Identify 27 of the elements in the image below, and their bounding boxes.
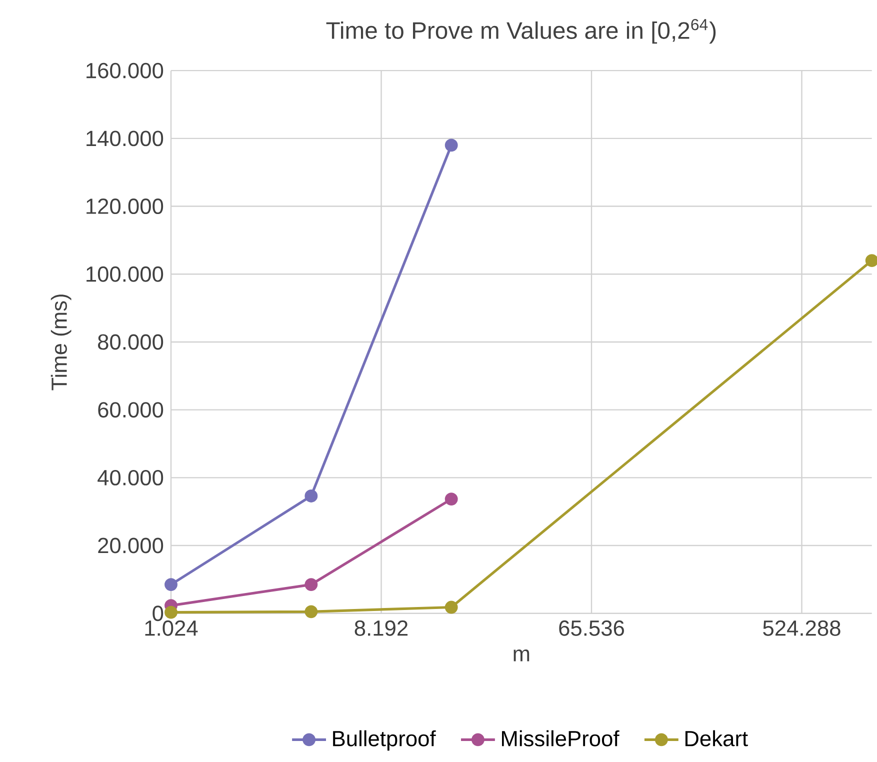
y-tick-label: 160.000 [86, 62, 164, 78]
x-tick-label: 8.192 [354, 620, 408, 636]
x-axis-title: m [514, 649, 530, 662]
legend-label: Dekart [685, 730, 748, 746]
y-tick-label: 80.000 [98, 334, 164, 350]
x-tick-label: 524.288 [763, 620, 840, 636]
y-tick-label: 140.000 [86, 130, 164, 146]
y-tick-label: 0 [152, 605, 164, 621]
point [164, 578, 178, 591]
point [304, 578, 318, 591]
y-tick-label: 120.000 [86, 198, 164, 214]
point [164, 606, 178, 619]
y-tick-label: 100.000 [86, 266, 164, 282]
point [444, 492, 458, 506]
point [444, 600, 458, 614]
y-tick-label: 20.000 [98, 538, 164, 554]
x-tick-label: 1.024 [145, 620, 198, 636]
point [304, 489, 318, 502]
y-tick-label: 60.000 [98, 402, 164, 418]
legend-label: Bulletproof [333, 730, 436, 750]
chart-title: Time to Prove m Values are in [0,2$^{64}$) [326, 18, 716, 44]
point [444, 138, 458, 152]
y-axis-title: Time (ms) [50, 294, 72, 390]
y-tick-label: 40.000 [98, 470, 164, 486]
legend-label: MissileProof [502, 730, 620, 746]
point [304, 604, 318, 618]
x-tick-label: 65.536 [559, 620, 624, 636]
